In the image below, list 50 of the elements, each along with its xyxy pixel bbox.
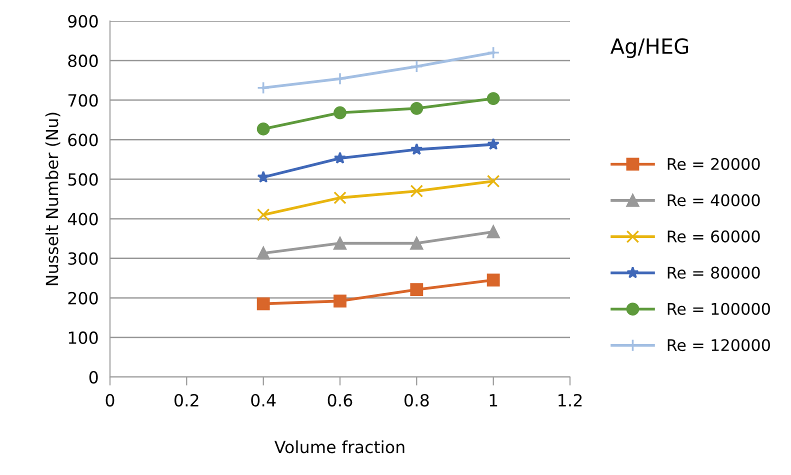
point bbox=[486, 92, 500, 105]
x-tick-label: 0 bbox=[106, 394, 114, 407]
legend-label: Re = 80000 bbox=[668, 266, 760, 279]
y-tick-label: 900 bbox=[68, 14, 98, 28]
point bbox=[410, 102, 424, 115]
point bbox=[334, 106, 346, 120]
point bbox=[486, 274, 500, 287]
x-tick-label: 0.2 bbox=[174, 394, 198, 407]
y-tick-label: 400 bbox=[68, 212, 98, 226]
point bbox=[334, 191, 346, 204]
point bbox=[256, 297, 270, 310]
point bbox=[486, 46, 500, 60]
x-tick-label: 1.2 bbox=[558, 394, 582, 406]
x-tick-label: 0.4 bbox=[251, 394, 276, 407]
y-tick-label: 200 bbox=[68, 292, 98, 304]
x-tick-label: 0.8 bbox=[404, 394, 429, 407]
legend-label: Re = 100000 bbox=[668, 302, 770, 315]
y-tick-label: 100 bbox=[68, 331, 98, 344]
legend-label: Re = 60000 bbox=[668, 230, 760, 242]
point bbox=[486, 225, 500, 238]
point bbox=[410, 60, 424, 73]
legend-label: Re = 20000 bbox=[668, 158, 760, 170]
point bbox=[410, 236, 424, 250]
point bbox=[257, 170, 270, 183]
y-tick-label: 800 bbox=[68, 54, 98, 68]
point bbox=[256, 81, 270, 94]
legend-label: Re = 40000 bbox=[668, 194, 760, 206]
point bbox=[410, 283, 424, 296]
point bbox=[334, 72, 346, 86]
point bbox=[334, 152, 346, 164]
text: Ag/HEG bbox=[610, 38, 688, 58]
y-tick-label: 0 bbox=[89, 370, 98, 384]
point bbox=[256, 246, 270, 260]
point bbox=[410, 143, 423, 155]
point bbox=[334, 236, 346, 250]
point bbox=[256, 208, 270, 222]
point bbox=[410, 184, 424, 198]
legend-label: Re = 120000 bbox=[668, 339, 770, 352]
y-tick-label: 300 bbox=[68, 252, 98, 265]
x-tick-label: 0.6 bbox=[328, 394, 352, 407]
y-tick-label: 600 bbox=[68, 134, 98, 146]
point bbox=[334, 294, 346, 308]
point bbox=[256, 122, 270, 136]
x-axis-title: Volume fraction bbox=[274, 440, 404, 454]
y-axis-title: Nusselt Number (Nu) bbox=[45, 112, 60, 286]
y-tick-label: 500 bbox=[68, 173, 98, 186]
point bbox=[486, 174, 500, 188]
x-tick-label: 1 bbox=[490, 394, 498, 406]
point bbox=[487, 138, 500, 150]
y-tick-label: 700 bbox=[68, 94, 98, 107]
